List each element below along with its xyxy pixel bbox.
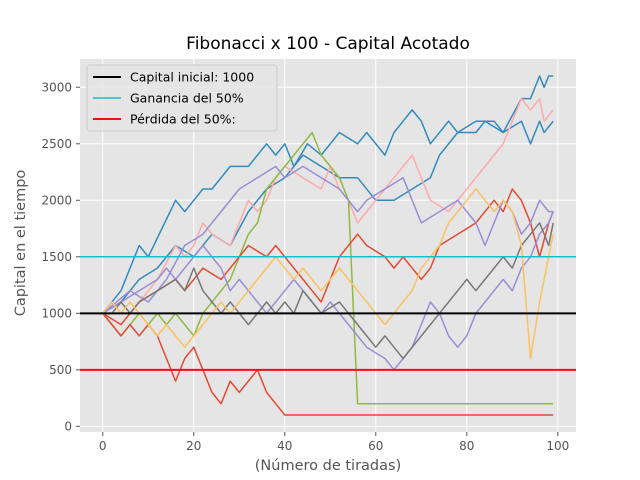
series-line-4 <box>102 131 554 405</box>
y-axis-label: Capital en el tiempo <box>13 170 29 317</box>
series-line-1 <box>102 75 554 314</box>
y-tick-label: 3000 <box>41 80 72 94</box>
series-line-10 <box>102 188 554 360</box>
x-axis-ticks: 0 20 40 60 80 100 <box>99 432 569 453</box>
y-tick-label: 1000 <box>41 306 72 320</box>
legend-label: Ganancia del 50% <box>130 91 244 106</box>
y-axis-ticks: 0 500 1000 1500 2000 2500 3000 <box>41 80 80 433</box>
x-tick-label: 60 <box>368 439 383 453</box>
y-tick-label: 2500 <box>41 137 72 151</box>
series-line-9 <box>102 222 554 360</box>
x-tick-label: 80 <box>459 439 474 453</box>
reference-lines <box>80 256 576 371</box>
legend-label: Capital inicial: 1000 <box>130 70 254 85</box>
chart-title: Fibonacci x 100 - Capital Acotado <box>186 34 470 54</box>
legend: Capital inicial: 1000 Ganancia del 50% Pér… <box>86 64 278 132</box>
y-tick-label: 0 <box>64 419 72 433</box>
series-layer <box>102 75 554 416</box>
y-tick-label: 500 <box>49 363 72 377</box>
x-tick-label: 0 <box>99 439 107 453</box>
y-tick-label: 2000 <box>41 193 72 207</box>
legend-box <box>86 64 278 132</box>
x-tick-label: 100 <box>546 439 569 453</box>
series-line-5 <box>102 312 554 416</box>
x-tick-label: 20 <box>186 439 201 453</box>
series-line-7 <box>102 211 554 371</box>
x-tick-label: 40 <box>277 439 292 453</box>
y-tick-label: 1500 <box>41 250 72 264</box>
legend-label: Pérdida del 50%: <box>130 112 236 127</box>
x-axis-label: (Número de tiradas) <box>255 458 401 474</box>
